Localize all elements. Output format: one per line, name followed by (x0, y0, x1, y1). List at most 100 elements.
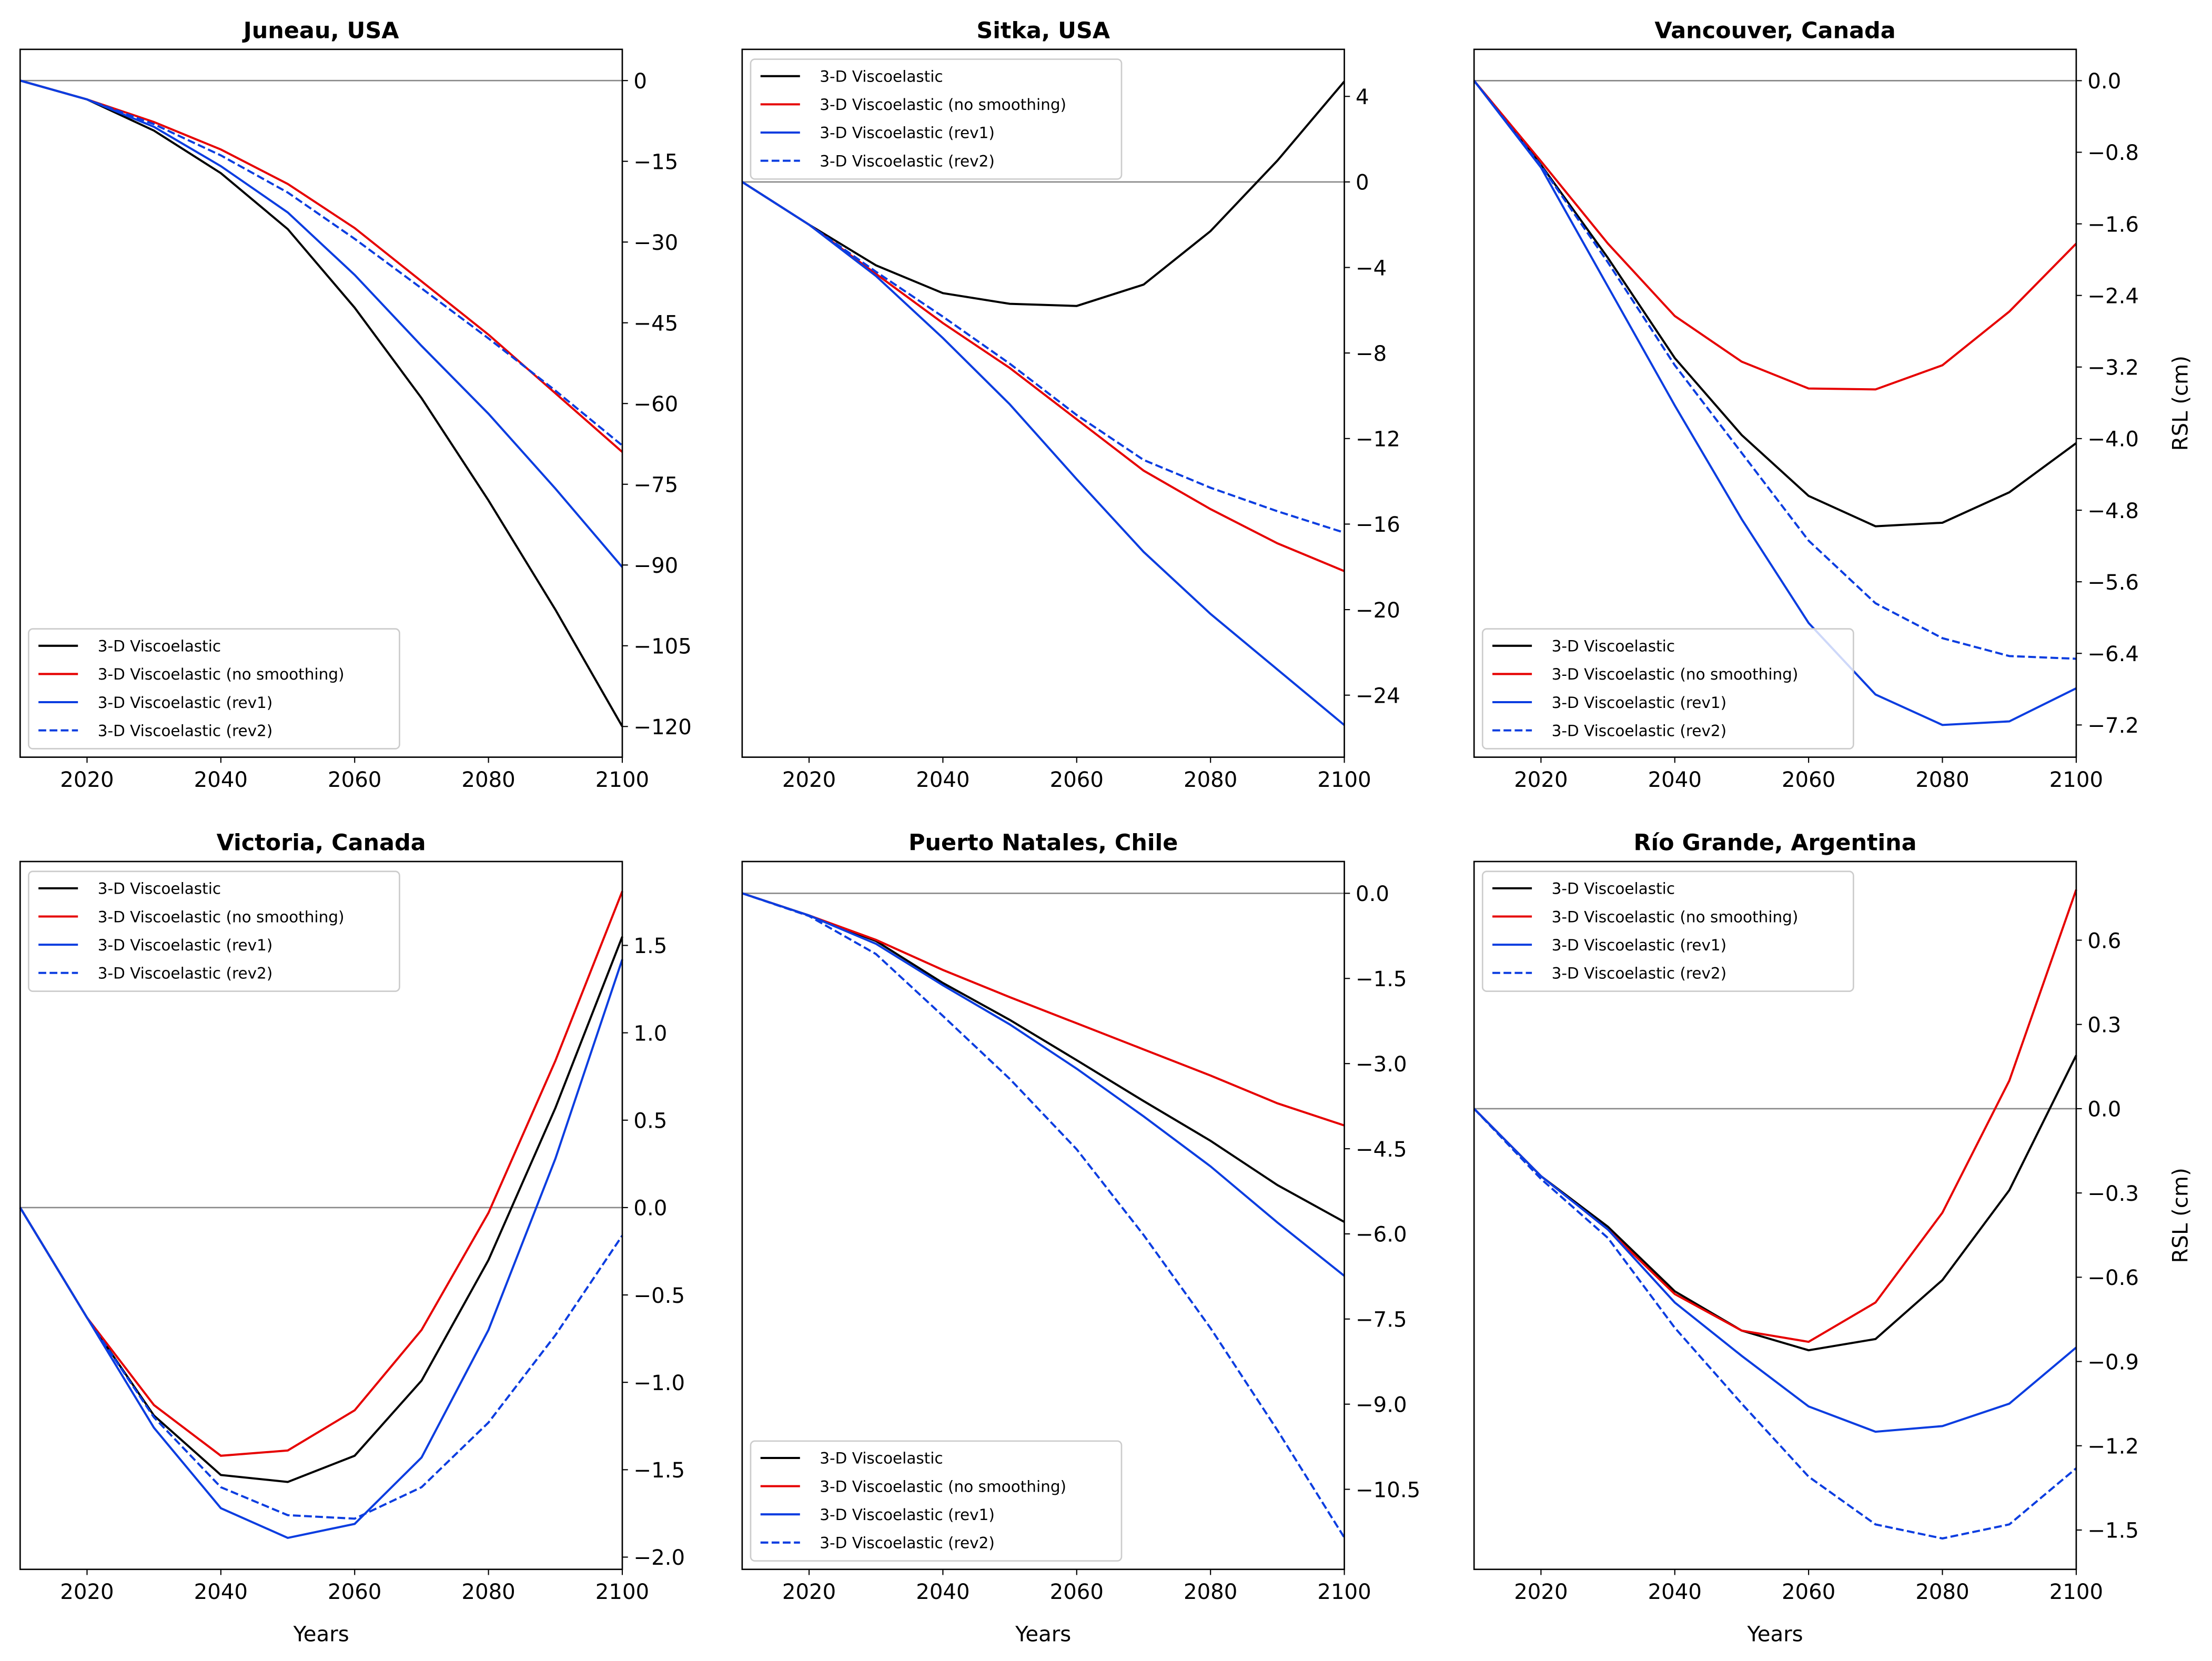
y-tick-label: 1.5 (633, 934, 667, 958)
subplot-title: Puerto Natales, Chile (908, 830, 1178, 856)
y-tick-label: −20 (1356, 599, 1400, 623)
series-line-3 (741, 181, 1345, 534)
x-tick-label: 2080 (1915, 1580, 1969, 1604)
y-tick-label: −45 (633, 311, 678, 336)
y-tick-label: −1.5 (2087, 1519, 2139, 1543)
legend-label: 3-D Viscoelastic (rev1) (1552, 936, 1727, 954)
axes-frame (1473, 860, 2077, 1571)
legend-label: 3-D Viscoelastic (820, 1450, 943, 1467)
legend-label: 3-D Viscoelastic (rev2) (98, 964, 273, 982)
legend-label: 3-D Viscoelastic (1552, 880, 1675, 898)
y-tick-label: −7.2 (2087, 714, 2139, 738)
y-tick-label: −10.5 (1356, 1478, 1420, 1502)
y-tick-label: −3.0 (1356, 1052, 1407, 1077)
series-line-3 (19, 1207, 623, 1520)
legend-label: 3-D Viscoelastic (820, 67, 943, 85)
legend-box (750, 58, 1123, 180)
axes-frame (741, 860, 1345, 1571)
y-tick-label: −2.4 (2087, 284, 2139, 308)
legend-label: 3-D Viscoelastic (rev2) (1552, 964, 1727, 982)
legend-label: 3-D Viscoelastic (rev2) (820, 1534, 995, 1552)
x-tick-label: 2060 (328, 1580, 381, 1604)
y-tick-label: −4.8 (2087, 499, 2139, 523)
series-line-0 (1473, 1055, 2077, 1352)
series-line-2 (1473, 80, 2077, 726)
axes-frame (1473, 48, 2077, 758)
series-line-1 (742, 892, 1345, 1127)
legend-label: 3-D Viscoelastic (rev1) (98, 936, 273, 954)
y-tick-label: −6.4 (2087, 642, 2139, 666)
y-tick-label: 0 (633, 69, 647, 94)
x-axis-label: Years (1747, 1622, 1803, 1646)
series-line-2 (19, 79, 623, 568)
y-axis-label: RSL (cm) (2169, 356, 2193, 451)
y-tick-label: −60 (633, 392, 678, 417)
x-tick-label: 2080 (1184, 768, 1237, 792)
y-tick-label: −1.5 (1356, 967, 1407, 991)
legend: 3-D Viscoelastic 3-D Viscoelastic (no smo… (1481, 870, 1854, 992)
x-tick-label: 2020 (60, 768, 114, 792)
x-axis-label: Years (1015, 1622, 1071, 1646)
subplot-5: Río Grande, Argentina 2020 2040 2060 2080 210… (1473, 830, 2193, 1646)
y-tick-label: −1.2 (2087, 1435, 2139, 1459)
y-tick-label: −0.9 (2087, 1350, 2139, 1374)
legend-label: 3-D Viscoelastic (no smoothing) (98, 665, 345, 683)
y-tick-label: 0.0 (1356, 882, 1389, 906)
legend: 3-D Viscoelastic 3-D Viscoelastic (no smo… (28, 870, 400, 992)
subplot-title: Vancouver, Canada (1654, 17, 1895, 44)
y-tick-label: −1.5 (633, 1459, 685, 1483)
legend: 3-D Viscoelastic 3-D Viscoelastic (no smo… (750, 58, 1123, 180)
y-tick-label: −3.2 (2087, 356, 2139, 380)
y-tick-label: −105 (633, 634, 691, 659)
x-tick-label: 2100 (1317, 1580, 1371, 1604)
legend-label: 3-D Viscoelastic (1552, 637, 1675, 655)
subplot-title: Sitka, USA (976, 17, 1110, 44)
legend-label: 3-D Viscoelastic (rev2) (820, 152, 995, 170)
y-tick-label: −0.5 (633, 1284, 685, 1308)
y-tick-label: −75 (633, 473, 678, 497)
x-tick-label: 2080 (461, 768, 515, 792)
series-line-2 (741, 181, 1345, 726)
legend: 3-D Viscoelastic 3-D Viscoelastic (no smo… (28, 628, 400, 750)
legend-box (1481, 628, 1854, 750)
y-tick-label: −12 (1356, 428, 1400, 452)
y-tick-label: −4.5 (1356, 1138, 1407, 1162)
x-tick-label: 2100 (2049, 768, 2103, 792)
legend-label: 3-D Viscoelastic (no smoothing) (1552, 665, 1799, 683)
x-tick-label: 2040 (194, 768, 248, 792)
x-tick-label: 2040 (1648, 768, 1702, 792)
x-tick-label: 2060 (1050, 1580, 1104, 1604)
legend-label: 3-D Viscoelastic (rev2) (98, 722, 273, 740)
y-tick-label: 4 (1356, 85, 1369, 109)
y-tick-label: −30 (633, 231, 678, 255)
series-line-1 (19, 890, 623, 1457)
series-line-0 (741, 80, 1346, 307)
y-tick-label: −90 (633, 554, 678, 578)
series-line-2 (1473, 1108, 2077, 1433)
series-line-0 (1473, 80, 2077, 528)
axes-frame (19, 860, 623, 1571)
y-tick-label: 0 (1356, 171, 1369, 195)
legend-label: 3-D Viscoelastic (98, 880, 221, 898)
legend-label: 3-D Viscoelastic (no smoothing) (1552, 908, 1799, 926)
y-tick-label: 0.3 (2087, 1013, 2121, 1037)
y-tick-label: −5.6 (2087, 571, 2139, 595)
legend-label: 3-D Viscoelastic (rev1) (98, 694, 273, 712)
x-tick-label: 2040 (1648, 1580, 1702, 1604)
y-tick-label: −7.5 (1356, 1308, 1407, 1332)
y-tick-label: −8 (1356, 342, 1387, 366)
series-line-3 (1473, 80, 2076, 660)
series-line-1 (1473, 80, 2077, 391)
x-tick-label: 2020 (60, 1580, 114, 1604)
x-tick-label: 2040 (194, 1580, 248, 1604)
axes-frame (741, 48, 1345, 758)
y-tick-label: 0.6 (2087, 929, 2121, 953)
series-line-2 (742, 892, 1345, 1277)
y-axis-label: RSL (cm) (2169, 1168, 2193, 1263)
x-tick-label: 2100 (2049, 1580, 2103, 1604)
subplot-4: Puerto Natales, Chile 2020 2040 2060 2080 210… (741, 830, 1420, 1646)
y-tick-label: 0.5 (633, 1109, 667, 1133)
legend-label: 3-D Viscoelastic (rev1) (820, 1506, 995, 1524)
legend-label: 3-D Viscoelastic (rev1) (820, 124, 995, 142)
